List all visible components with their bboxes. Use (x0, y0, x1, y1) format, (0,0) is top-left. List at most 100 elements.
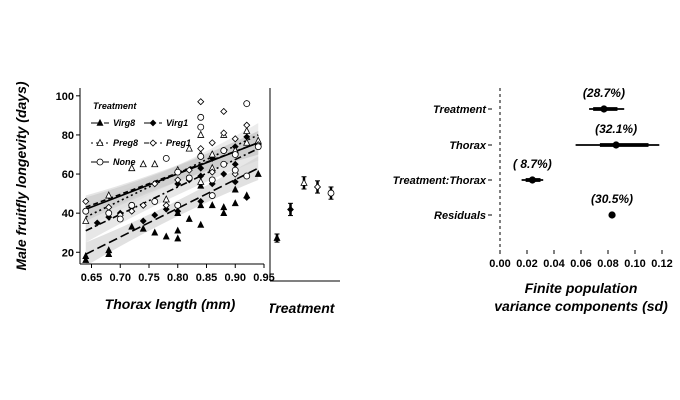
data-point (185, 174, 193, 182)
variance-components-panel: 0.00 0.02 0.04 0.06 0.08 0.10 0.12 Treatment Tho… (393, 86, 673, 314)
variance-estimates: (28.7%) (32.1%) ( 8.7%) (30.5%) (513, 86, 660, 219)
data-point (105, 191, 113, 199)
x-tick-label: 0.65 (81, 272, 102, 284)
component-label: Thorax (449, 140, 487, 152)
data-point (162, 232, 170, 240)
variance-x-tick-label: 0.10 (624, 258, 645, 270)
data-point (128, 207, 136, 215)
treatment-mean-marker (300, 178, 308, 186)
data-point (151, 198, 159, 205)
data-point (174, 168, 182, 176)
treatment-mean-marker (327, 189, 335, 197)
data-point (174, 180, 182, 188)
x-tick-label: 0.85 (196, 272, 217, 284)
component-estimate (600, 105, 608, 113)
data-point (128, 222, 136, 230)
data-point (82, 255, 90, 263)
data-point (174, 201, 182, 209)
data-point (231, 151, 239, 158)
data-point (185, 214, 193, 222)
x-tick-label: 0.95 (253, 272, 274, 284)
y-tick-label: 40 (62, 208, 74, 220)
data-point (197, 181, 205, 189)
variance-axis-label-line2: variance components (sd) (494, 298, 668, 314)
treatment-means (273, 176, 335, 243)
data-point (243, 138, 251, 146)
percent-label: ( 8.7%) (513, 157, 552, 171)
data-point (105, 250, 113, 258)
treatment-mean-marker (273, 233, 281, 241)
legend-key-marker (149, 119, 157, 127)
data-point (82, 216, 90, 224)
data-point (162, 201, 170, 209)
component-label: Residuals (434, 210, 486, 222)
data-point (105, 246, 113, 254)
variance-x-tick-label: 0.02 (516, 258, 537, 270)
fit-lines (85, 134, 259, 255)
variance-axes: 0.00 0.02 0.04 0.06 0.08 0.10 0.12 Treatment Tho… (393, 88, 673, 270)
variance-x-tick-label: 0.00 (489, 258, 510, 270)
data-point (197, 113, 205, 121)
legend-label: Virg8 (113, 118, 135, 128)
x-tick-label: 0.90 (225, 272, 246, 284)
data-point (208, 192, 216, 199)
data-point (151, 228, 159, 236)
treatment-axis-label: Treatment (267, 300, 336, 316)
data-point (208, 176, 216, 184)
variance-x-tick-label: 0.08 (597, 258, 618, 270)
legend-key-marker (96, 138, 104, 146)
component-label: Treatment:Thorax (393, 175, 487, 187)
data-point (197, 177, 205, 185)
data-point (197, 164, 205, 172)
data-point (174, 176, 182, 184)
data-point (197, 153, 205, 160)
legend-key-marker (96, 158, 104, 166)
data-point (82, 252, 90, 259)
data-point (220, 147, 228, 154)
data-point (197, 145, 205, 153)
legend-label: Preg8 (113, 138, 138, 148)
data-point (254, 143, 262, 151)
data-point (197, 123, 205, 131)
data-point (116, 215, 124, 223)
data-point (139, 159, 147, 168)
data-point (128, 163, 136, 172)
data-point (128, 201, 136, 209)
data-point (208, 150, 216, 158)
data-points (82, 98, 262, 263)
data-point (185, 144, 193, 152)
legend-label: Preg1 (166, 138, 191, 148)
data-point (208, 168, 216, 176)
component-estimate (528, 176, 537, 184)
data-point (162, 205, 170, 213)
data-point (197, 220, 205, 228)
y-tick-label: 100 (56, 91, 74, 103)
data-point (231, 185, 239, 193)
component-estimate (612, 141, 620, 149)
treatment-mean-marker (287, 206, 294, 213)
data-point (197, 130, 205, 138)
thorax-axes: 20 40 60 80 100 0.65 0.70 0.75 0.80 0.85 0.90 0.95 (56, 88, 275, 284)
data-point (220, 107, 228, 116)
variance-x-tick-label: 0.04 (543, 258, 565, 270)
data-point (93, 219, 101, 227)
data-point (254, 169, 262, 177)
legend-title: Treatment (93, 101, 137, 111)
data-point (243, 126, 251, 134)
data-point (231, 135, 239, 143)
data-point (197, 98, 205, 106)
data-point (105, 209, 113, 217)
variance-axis-label-line1: Finite population (525, 280, 638, 296)
data-point (139, 201, 147, 209)
legend-label: Virg1 (166, 118, 188, 128)
legend-key-marker (96, 118, 104, 126)
percent-label: (32.1%) (595, 122, 637, 136)
x-tick-label: 0.80 (167, 272, 188, 284)
data-point (151, 211, 159, 219)
data-point (174, 234, 182, 242)
data-point (139, 217, 147, 225)
data-point (82, 197, 90, 205)
percent-label: (28.7%) (583, 86, 625, 100)
data-point (243, 121, 251, 129)
